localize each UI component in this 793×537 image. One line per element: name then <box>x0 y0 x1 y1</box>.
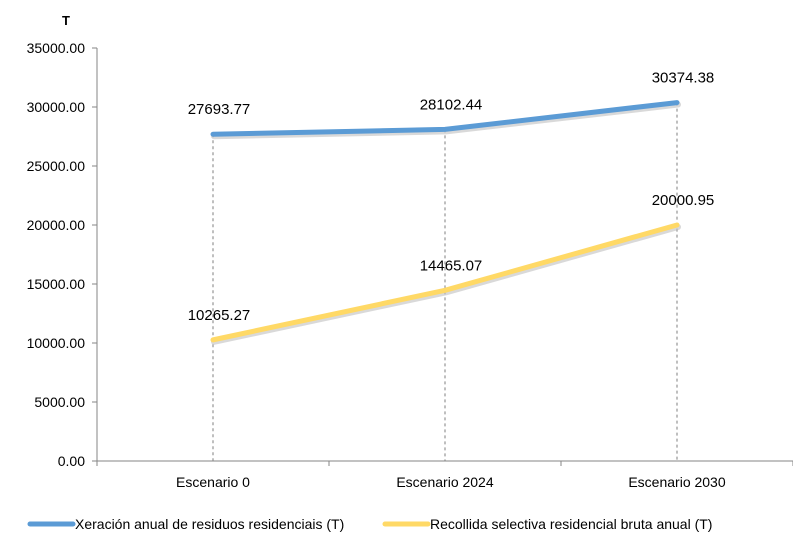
series-line-1 <box>210 100 680 137</box>
y-tick-label: 0.00 <box>58 453 85 469</box>
y-tick-label: 25000.00 <box>27 158 86 174</box>
y-tick-label: 15000.00 <box>27 276 86 292</box>
data-label: 14465.07 <box>420 257 483 274</box>
data-label: 28102.44 <box>420 96 483 113</box>
axes-layer: 0.00 5000.00 10000.00 15000.00 20000.00 25000… <box>27 40 793 490</box>
data-labels-layer: 27693.77 28102.44 30374.38 10265.27 14465.07… <box>188 70 715 324</box>
legend: Xeración anual de residuos residenciais … <box>27 516 712 532</box>
legend-entry-label: Xeración anual de residuos residenciais … <box>75 516 344 532</box>
data-label: 27693.77 <box>188 101 251 118</box>
y-axis-unit-label: T <box>62 13 70 28</box>
drop-lines-layer <box>212 102 678 461</box>
y-tick-label: 30000.00 <box>27 99 86 115</box>
series-line-2 <box>210 222 680 343</box>
data-label: 20000.95 <box>652 192 715 209</box>
x-tick-label: Escenario 0 <box>176 474 250 490</box>
series-layer <box>210 100 681 345</box>
y-tick-label: 20000.00 <box>27 217 86 233</box>
x-tick-label: Escenario 2030 <box>628 474 726 490</box>
y-tick-label: 5000.00 <box>34 394 85 410</box>
data-label: 10265.27 <box>188 307 251 324</box>
legend-entry-label: Recollida selectiva residencial bruta an… <box>430 516 712 532</box>
y-tick-label: 10000.00 <box>27 335 86 351</box>
data-label: 30374.38 <box>652 70 715 87</box>
y-tick-label: 35000.00 <box>27 40 86 56</box>
x-tick-label: Escenario 2024 <box>396 474 494 490</box>
